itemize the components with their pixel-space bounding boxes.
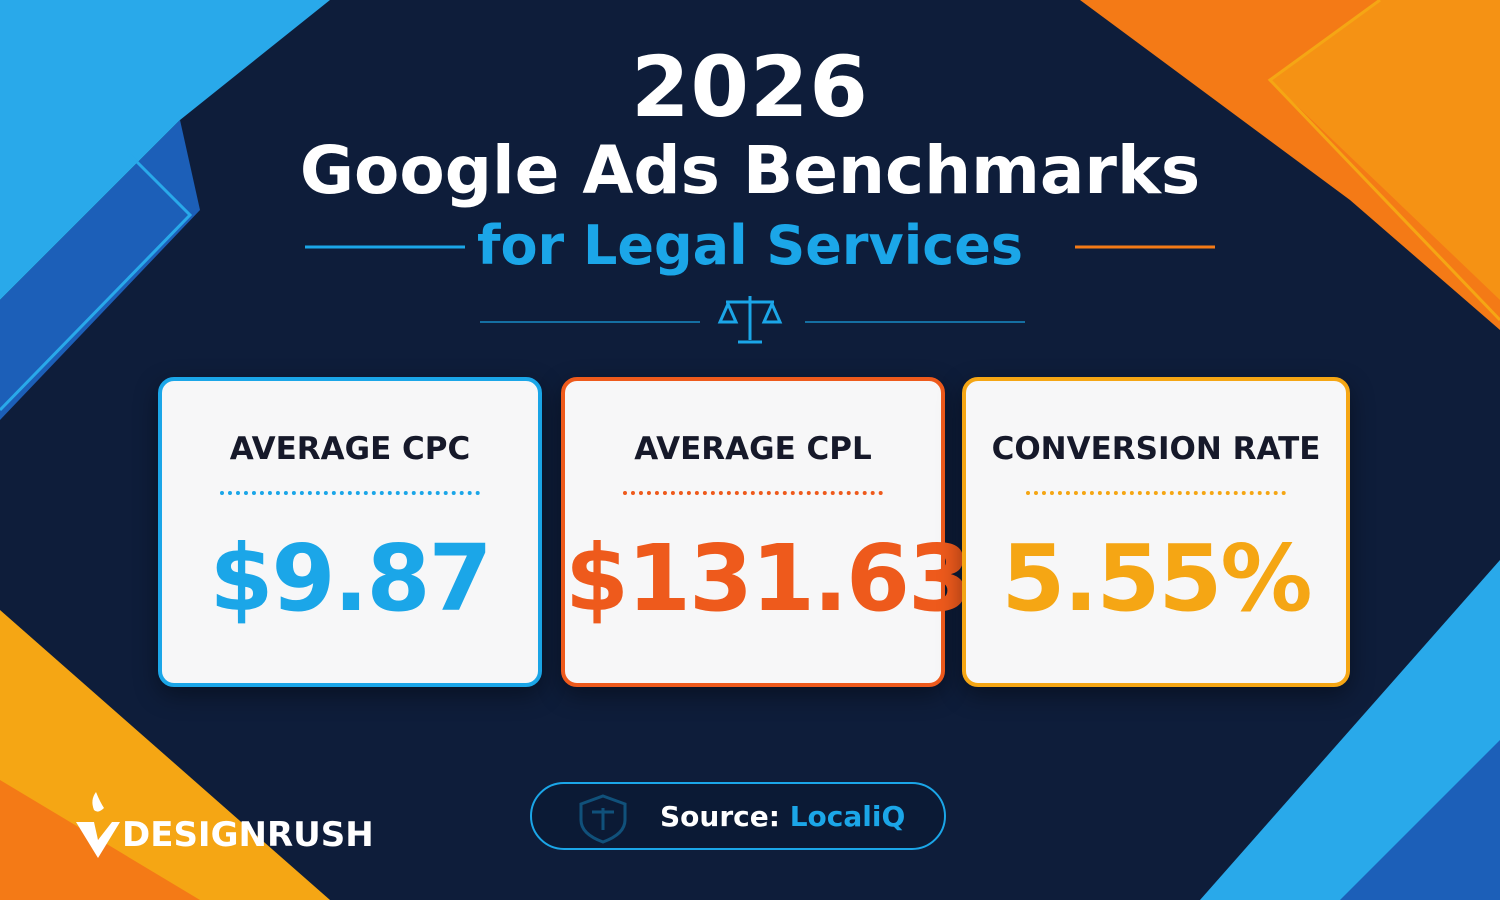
metric-label: CONVERSION RATE	[991, 431, 1321, 467]
source-name: LocaliQ	[789, 800, 906, 833]
source: Source: LocaliQ	[660, 800, 905, 833]
subtitle: for Legal Services	[476, 214, 1024, 277]
metric-label: AVERAGE CPC	[229, 431, 471, 467]
source-pill	[530, 782, 946, 850]
divider	[623, 491, 883, 495]
metric-card: AVERAGE CPC $9.87	[158, 377, 542, 687]
metric-label: AVERAGE CPL	[634, 431, 872, 467]
metric-value: $9.87	[209, 525, 492, 632]
divider	[1026, 491, 1286, 495]
metric-value: 5.55%	[1001, 525, 1312, 632]
divider	[220, 491, 480, 495]
title-year: 2026	[631, 38, 869, 136]
title: Google Ads Benchmarks	[299, 132, 1201, 209]
source-label: Source:	[660, 800, 780, 833]
metric-card: AVERAGE CPL $131.63	[561, 377, 972, 687]
metric-card: CONVERSION RATE 5.55%	[962, 377, 1350, 687]
brand: DESIGNRUSH	[122, 815, 374, 855]
metric-value: $131.63	[565, 525, 972, 632]
